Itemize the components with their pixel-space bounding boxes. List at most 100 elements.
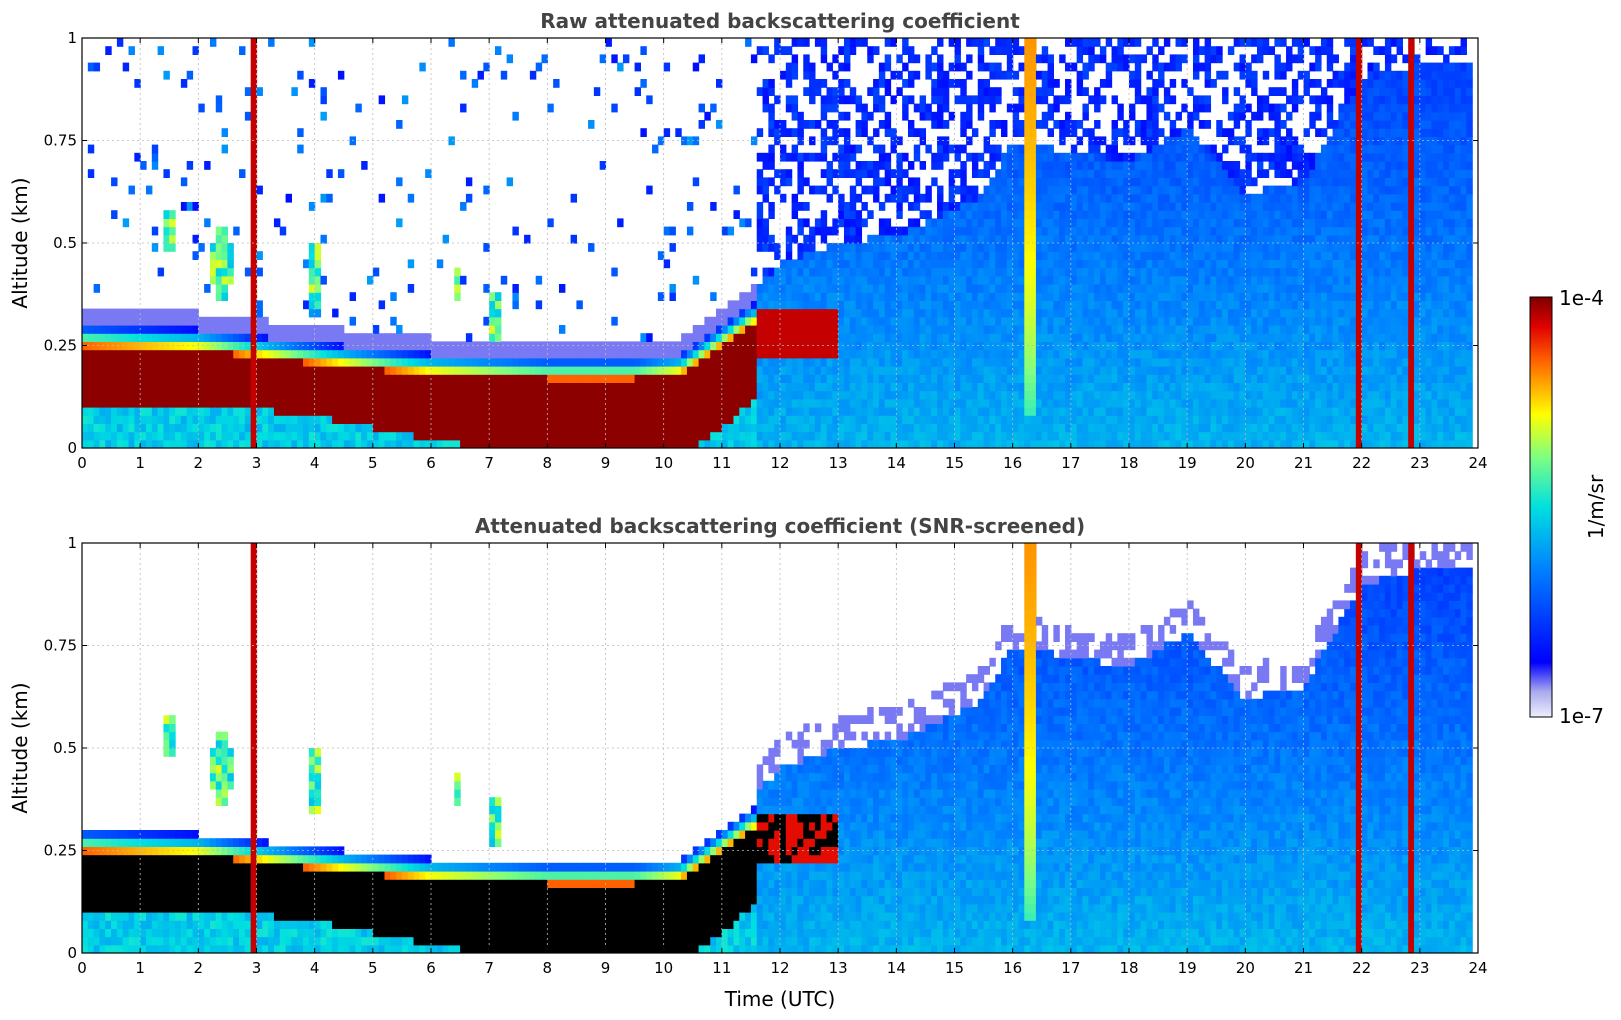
heatmap-cell — [1152, 38, 1159, 47]
heatmap-cell — [192, 341, 199, 351]
heatmap-cell — [99, 349, 106, 359]
heatmap-cell — [593, 423, 601, 433]
heatmap-cell — [570, 390, 578, 400]
heatmap-cell — [285, 415, 292, 424]
heatmap-cell — [896, 161, 903, 170]
heatmap-cell — [576, 374, 583, 383]
heatmap-cell — [1018, 128, 1025, 137]
heatmap-cell — [797, 316, 804, 326]
heatmap-cell — [797, 185, 804, 195]
heatmap-cell — [843, 382, 851, 392]
heatmap-cell — [1024, 152, 1031, 162]
heatmap-cell — [506, 431, 514, 441]
heatmap-cell — [361, 423, 368, 433]
heatmap-cell — [1152, 152, 1159, 162]
heatmap-cell — [1041, 243, 1049, 252]
heatmap-cell — [867, 300, 874, 310]
heatmap-cell — [1082, 103, 1089, 113]
heatmap-cell — [401, 382, 409, 392]
heatmap-cell — [355, 382, 362, 392]
heatmap-cell — [849, 325, 857, 334]
heatmap-cell — [1065, 316, 1072, 326]
heatmap-cell — [1053, 152, 1060, 162]
heatmap-cell — [878, 251, 886, 260]
heatmap-cell — [983, 407, 990, 416]
heatmap-cell — [913, 259, 921, 269]
heatmap-cell — [215, 267, 223, 277]
heatmap-cell — [884, 316, 892, 326]
heatmap-cell — [180, 431, 188, 441]
heatmap-cell — [268, 415, 275, 424]
heatmap-cell — [250, 177, 258, 187]
heatmap-cell — [1030, 300, 1037, 310]
heatmap-cell — [780, 439, 787, 448]
heatmap-cell — [512, 382, 519, 392]
heatmap-cell — [774, 398, 781, 408]
heatmap-cell — [983, 218, 990, 228]
heatmap-cell — [145, 407, 153, 416]
heatmap-cell — [657, 423, 665, 433]
heatmap-cell — [558, 407, 566, 416]
heatmap-cell — [326, 439, 333, 448]
heatmap-cell — [198, 357, 205, 367]
heatmap-cell — [215, 382, 223, 392]
heatmap-cell — [1024, 79, 1031, 88]
heatmap-cell — [1030, 390, 1037, 400]
heatmap-cell — [785, 128, 793, 137]
heatmap-cell — [140, 407, 147, 416]
heatmap-cell — [762, 87, 769, 96]
heatmap-cell — [605, 415, 612, 424]
heatmap-cell — [1047, 439, 1054, 448]
heatmap-cell — [163, 308, 170, 318]
heatmap-cell — [1175, 300, 1182, 310]
heatmap-cell — [1070, 357, 1078, 367]
heatmap-cell — [669, 407, 676, 416]
heatmap-cell — [989, 357, 996, 367]
heatmap-cell — [832, 357, 839, 367]
heatmap-cell — [1123, 234, 1130, 244]
heatmap-cell — [1111, 144, 1118, 154]
heatmap-cell — [640, 407, 647, 416]
heatmap-cell — [308, 431, 316, 441]
heatmap-cell — [843, 38, 851, 47]
heatmap-cell — [128, 46, 135, 55]
heatmap-cell — [1146, 300, 1153, 310]
heatmap-cell — [861, 218, 868, 228]
heatmap-cell — [919, 407, 927, 416]
heatmap-cell — [716, 120, 723, 129]
heatmap-cell — [762, 284, 769, 293]
heatmap-cell — [547, 374, 554, 383]
heatmap-cell — [622, 374, 630, 383]
heatmap-cell — [1059, 226, 1066, 236]
heatmap-cell — [337, 341, 345, 351]
heatmap-cell — [1047, 169, 1054, 178]
heatmap-cell — [1146, 226, 1153, 236]
heatmap-cell — [1152, 62, 1159, 72]
heatmap-cell — [995, 366, 1002, 375]
heatmap-cell — [1041, 161, 1049, 170]
heatmap-cell — [332, 423, 339, 433]
heatmap-cell — [116, 415, 124, 424]
heatmap-cell — [180, 177, 188, 187]
heatmap-cell — [1059, 415, 1066, 424]
heatmap-cell — [332, 349, 339, 359]
heatmap-cell — [1134, 226, 1142, 236]
heatmap-cell — [163, 333, 170, 342]
heatmap-cell — [122, 325, 130, 334]
heatmap-cell — [1111, 407, 1118, 416]
heatmap-cell — [1158, 103, 1165, 113]
heatmap-cell — [1053, 267, 1060, 277]
heatmap-cell — [215, 407, 223, 416]
heatmap-cell — [250, 415, 258, 424]
heatmap-cell — [460, 415, 467, 424]
heatmap-cell — [832, 374, 839, 383]
heatmap-cell — [873, 95, 880, 105]
heatmap-cell — [1047, 366, 1054, 375]
heatmap-cell — [372, 333, 380, 342]
heatmap-cell — [1076, 259, 1084, 269]
heatmap-cell — [396, 431, 403, 441]
heatmap-cell — [186, 349, 194, 359]
heatmap-cell — [314, 325, 322, 334]
heatmap-cell — [1024, 325, 1031, 334]
heatmap-cell — [233, 423, 240, 433]
